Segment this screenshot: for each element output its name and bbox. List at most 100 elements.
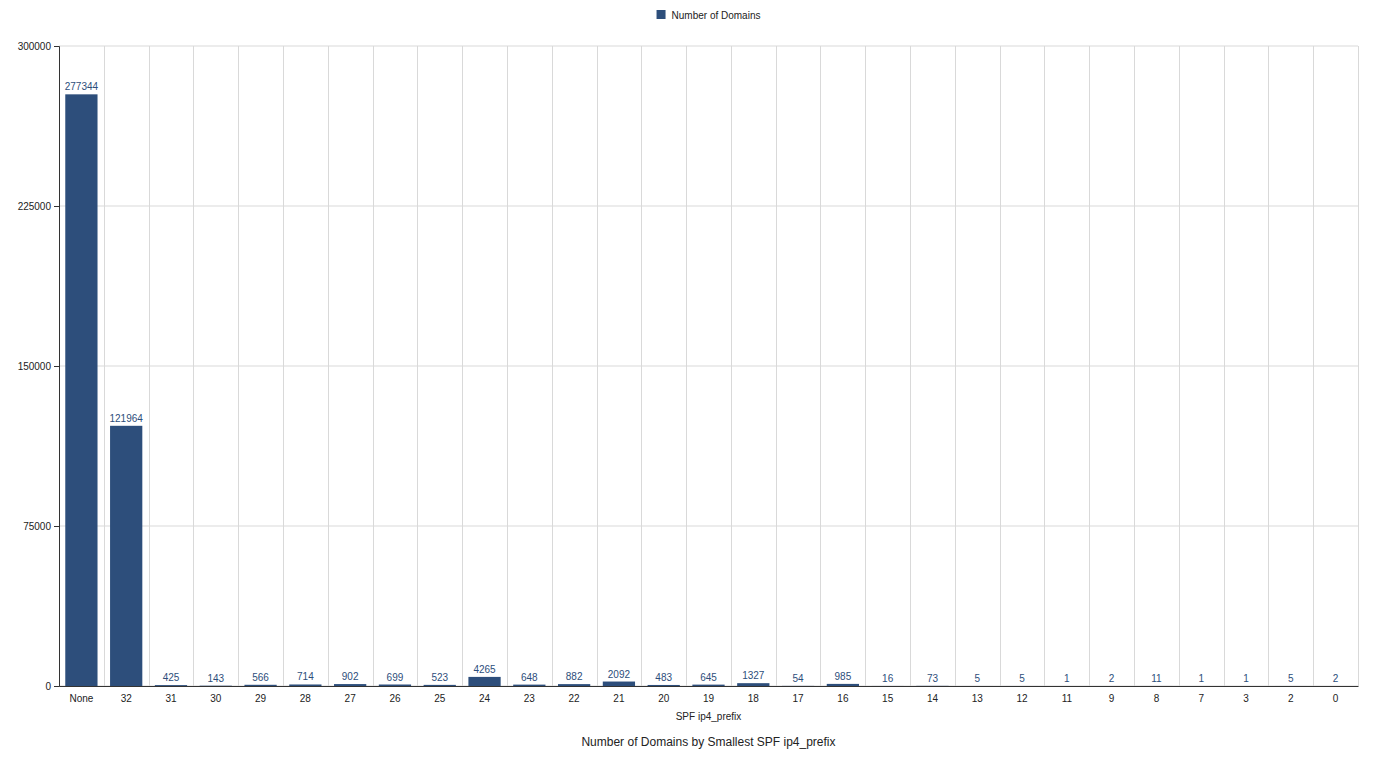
bar xyxy=(155,685,187,686)
data-label: 483 xyxy=(655,672,672,683)
grid-line-x xyxy=(283,46,284,686)
x-tick-label: 28 xyxy=(300,693,312,704)
grid-line-x xyxy=(910,46,911,686)
x-tick-label: 7 xyxy=(1198,693,1204,704)
bar xyxy=(916,685,948,686)
x-axis-title: SPF ip4_prefix xyxy=(676,711,742,722)
x-tick-label: 32 xyxy=(121,693,133,704)
grid-line-x xyxy=(1358,46,1359,686)
x-tick-label: 14 xyxy=(927,693,939,704)
x-tick-label: 18 xyxy=(748,693,760,704)
x-tick: 9 xyxy=(1109,686,1115,704)
x-tick: 27 xyxy=(345,686,357,704)
data-label: 882 xyxy=(566,671,583,682)
grid-line-x xyxy=(597,46,598,686)
grid-line-x xyxy=(552,46,553,686)
legend: Number of Domains xyxy=(657,10,761,21)
x-tick-label: 31 xyxy=(165,693,177,704)
legend-swatch xyxy=(657,10,666,19)
data-label: 121964 xyxy=(110,413,144,424)
x-tick: 0 xyxy=(1333,686,1339,704)
bar xyxy=(424,685,456,686)
bar xyxy=(648,685,680,686)
y-tick-label: 0 xyxy=(45,681,51,692)
x-tick-label: 29 xyxy=(255,693,267,704)
data-label: 902 xyxy=(342,671,359,682)
bar xyxy=(737,683,769,686)
bar xyxy=(244,685,276,686)
bar xyxy=(468,677,500,686)
bar xyxy=(1230,685,1262,686)
x-tick-label: 9 xyxy=(1109,693,1115,704)
grid-line-x xyxy=(238,46,239,686)
data-label: 2 xyxy=(1109,673,1115,684)
y-tick-mark xyxy=(54,46,59,47)
grid-line-x xyxy=(1134,46,1135,686)
y-tick-mark xyxy=(54,686,59,687)
data-label: 1327 xyxy=(742,670,765,681)
data-label: 714 xyxy=(297,671,314,682)
grid-line-x xyxy=(731,46,732,686)
x-tick: 24 xyxy=(479,686,491,704)
grid-line-x xyxy=(104,46,105,686)
x-tick-label: 2 xyxy=(1288,693,1294,704)
y-axis-line xyxy=(54,47,60,687)
bars xyxy=(65,94,1351,686)
data-label: 699 xyxy=(387,672,404,683)
x-tick-label: 22 xyxy=(569,693,581,704)
grid-line-x xyxy=(1268,46,1269,686)
x-tick: 21 xyxy=(613,686,625,704)
data-label: 425 xyxy=(163,672,180,683)
data-label: 5 xyxy=(974,673,980,684)
grid-line-x xyxy=(373,46,374,686)
data-label: 985 xyxy=(835,671,852,682)
data-label: 1 xyxy=(1198,673,1204,684)
data-label: 2 xyxy=(1333,673,1339,684)
bar xyxy=(1319,685,1351,686)
x-tick: 2 xyxy=(1288,686,1294,704)
data-label: 1 xyxy=(1243,673,1249,684)
bar xyxy=(110,426,142,686)
x-tick-label: 19 xyxy=(703,693,715,704)
x-tick-label: 21 xyxy=(613,693,625,704)
data-label: 277344 xyxy=(65,81,99,92)
data-label: 566 xyxy=(252,672,269,683)
x-tick: 28 xyxy=(300,686,312,704)
x-tick: 8 xyxy=(1154,686,1160,704)
grid-line-x xyxy=(462,46,463,686)
x-tick-label: 0 xyxy=(1333,693,1339,704)
x-tick: 22 xyxy=(569,686,581,704)
bar xyxy=(558,684,590,686)
bar xyxy=(1051,685,1083,686)
y-tick-label: 75000 xyxy=(23,521,51,532)
grid-line-x xyxy=(1089,46,1090,686)
data-label: 645 xyxy=(700,672,717,683)
x-tick-label: 8 xyxy=(1154,693,1160,704)
data-label: 4265 xyxy=(473,664,496,675)
grid-line-x xyxy=(1044,46,1045,686)
bar xyxy=(334,684,366,686)
x-tick-label: 20 xyxy=(658,693,670,704)
grid-line-x xyxy=(955,46,956,686)
grid-line-x xyxy=(507,46,508,686)
grid-line-x xyxy=(820,46,821,686)
bar xyxy=(782,685,814,686)
data-label: 11 xyxy=(1151,673,1162,684)
data-label: 5 xyxy=(1019,673,1025,684)
x-tick-label: None xyxy=(69,693,93,704)
x-tick-label: 3 xyxy=(1243,693,1249,704)
bar xyxy=(872,685,904,686)
x-tick: 7 xyxy=(1198,686,1204,704)
x-tick-label: 13 xyxy=(972,693,984,704)
x-tick: 19 xyxy=(703,686,715,704)
grid-line-x xyxy=(417,46,418,686)
x-tick-label: 25 xyxy=(434,693,446,704)
y-tick: 150000 xyxy=(18,361,59,372)
x-tick: 31 xyxy=(165,686,177,704)
grid-line-x xyxy=(1000,46,1001,686)
bar xyxy=(603,682,635,686)
grid-line-x xyxy=(328,46,329,686)
grid-line-y xyxy=(59,206,1358,207)
y-tick-label: 300000 xyxy=(18,41,52,52)
x-tick: 25 xyxy=(434,686,446,704)
